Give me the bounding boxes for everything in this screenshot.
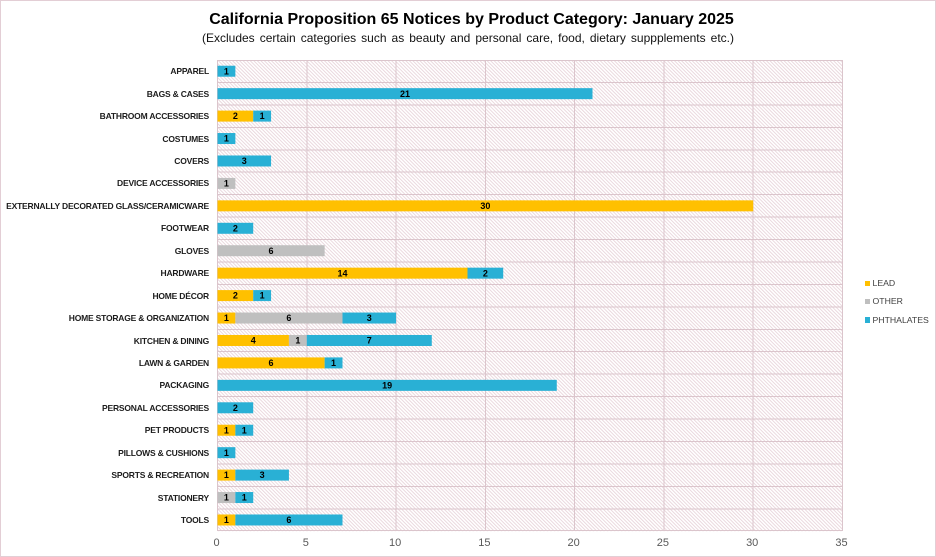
svg-text:1: 1	[223, 448, 228, 458]
svg-text:3: 3	[241, 156, 246, 166]
svg-text:2: 2	[482, 268, 487, 278]
svg-text:19: 19	[382, 380, 392, 390]
svg-text:6: 6	[286, 313, 291, 323]
svg-text:14: 14	[337, 268, 347, 278]
svg-text:1: 1	[331, 358, 336, 368]
svg-text:30: 30	[480, 201, 490, 211]
svg-text:1: 1	[223, 134, 228, 144]
svg-text:2: 2	[232, 403, 237, 413]
svg-text:1: 1	[223, 470, 228, 480]
svg-text:2: 2	[232, 223, 237, 233]
svg-text:2: 2	[232, 111, 237, 121]
svg-text:6: 6	[268, 358, 273, 368]
svg-text:6: 6	[268, 246, 273, 256]
svg-text:1: 1	[295, 336, 300, 346]
svg-text:1: 1	[223, 179, 228, 189]
svg-text:3: 3	[259, 470, 264, 480]
svg-text:7: 7	[366, 336, 371, 346]
svg-text:6: 6	[286, 515, 291, 525]
svg-text:1: 1	[241, 425, 246, 435]
svg-text:4: 4	[250, 336, 255, 346]
svg-text:1: 1	[223, 515, 228, 525]
svg-text:1: 1	[223, 66, 228, 76]
svg-text:1: 1	[223, 493, 228, 503]
svg-text:3: 3	[366, 313, 371, 323]
svg-text:1: 1	[241, 493, 246, 503]
svg-text:21: 21	[399, 89, 409, 99]
svg-text:1: 1	[223, 425, 228, 435]
svg-text:2: 2	[232, 291, 237, 301]
svg-text:1: 1	[259, 111, 264, 121]
svg-text:1: 1	[259, 291, 264, 301]
svg-text:1: 1	[223, 313, 228, 323]
